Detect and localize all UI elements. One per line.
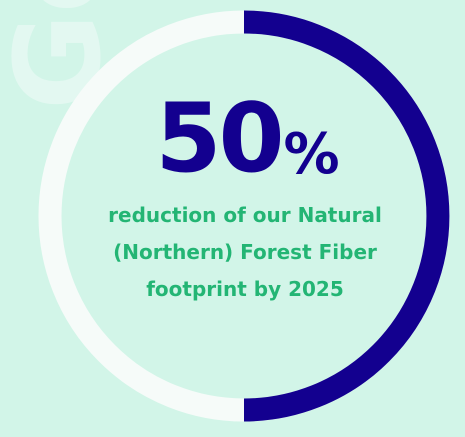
stat-number: 50 [155,84,284,194]
stat-content: 50 % reduction of our Natural (Northern)… [70,92,420,308]
stat-value: 50 % [155,92,339,187]
stat-description: reduction of our Natural (Northern) Fore… [108,203,382,301]
stat-unit: % [283,122,340,187]
progress-ring-fill [243,10,450,422]
